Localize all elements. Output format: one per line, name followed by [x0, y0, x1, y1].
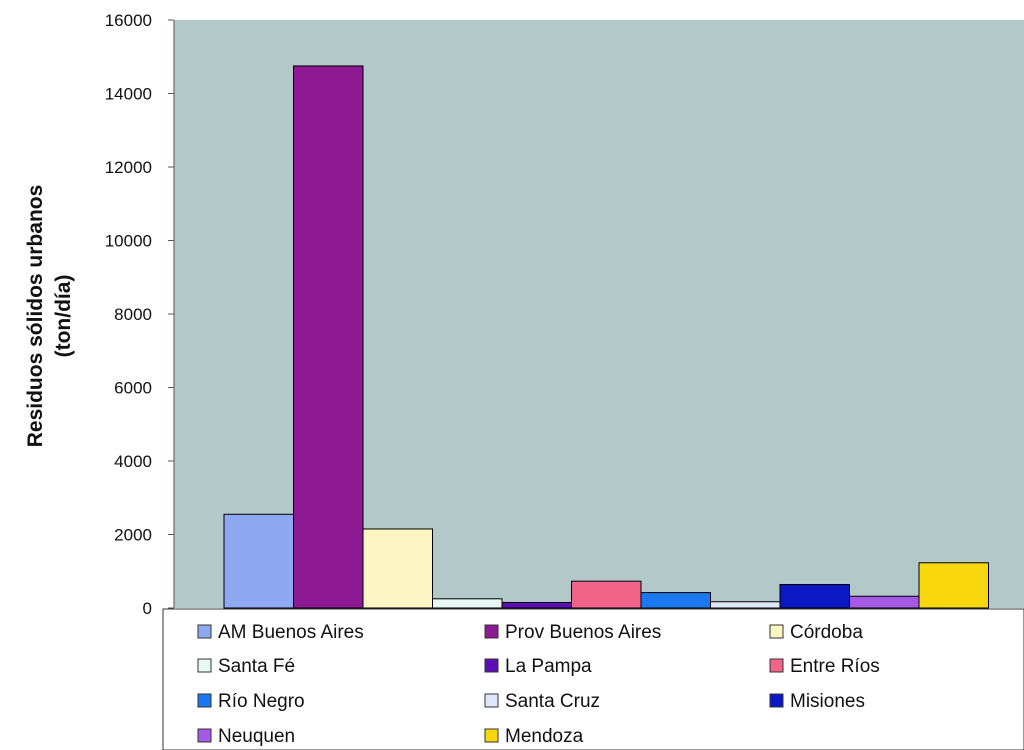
y-tick-label: 6000 — [114, 379, 152, 398]
bar — [223, 513, 294, 609]
y-tick-label: 12000 — [105, 158, 152, 177]
y-axis: 0 2000 4000 6000 8000 10000 12000 14000 16000 — [105, 11, 175, 618]
y-tick-label: 2000 — [114, 526, 152, 545]
legend-swatch — [197, 658, 212, 673]
y-axis-label-line-1: Residuos sólidos urbanos — [24, 185, 47, 448]
legend-label: Río Negro — [218, 691, 305, 712]
legend-label: Misiones — [790, 691, 865, 712]
legend-label: AM Buenos Aires — [218, 622, 364, 643]
y-tick-label: 14000 — [105, 85, 152, 104]
legend-swatch — [484, 693, 499, 708]
y-tick-label: 8000 — [114, 305, 152, 324]
legend-swatch — [769, 693, 784, 708]
y-tick-label: 4000 — [114, 452, 152, 471]
bar — [918, 562, 989, 609]
legend-label: Neuquen — [218, 726, 295, 747]
bar — [640, 592, 711, 609]
legend: AM Buenos Aires Prov Buenos Aires Córdoba S… — [162, 608, 1024, 750]
legend-label: Córdoba — [790, 622, 863, 643]
y-tick-label: 0 — [143, 599, 152, 618]
y-axis-label-line-2: (ton/día) — [52, 275, 75, 358]
legend-label: Prov Buenos Aires — [505, 622, 661, 643]
bar — [293, 65, 364, 609]
y-axis-label: Residuos sólidos urbanos (ton/día) — [24, 185, 75, 448]
legend-label: La Pampa — [505, 656, 592, 677]
bars — [223, 65, 989, 609]
legend-label: Santa Fé — [218, 656, 295, 677]
y-tick-label: 16000 — [105, 11, 152, 30]
legend-swatch — [484, 728, 499, 743]
legend-swatch — [484, 658, 499, 673]
legend-label: Entre Ríos — [790, 656, 880, 677]
legend-swatch — [197, 624, 212, 639]
bar — [849, 595, 920, 609]
legend-swatch — [484, 624, 499, 639]
bar — [501, 601, 572, 609]
legend-swatch — [197, 728, 212, 743]
y-tick-label: 10000 — [105, 232, 152, 251]
legend-swatch — [197, 693, 212, 708]
bar — [779, 583, 850, 609]
legend-label: Santa Cruz — [505, 691, 600, 712]
bar — [710, 601, 781, 609]
legend-swatch — [769, 624, 784, 639]
legend-label: Mendoza — [505, 726, 584, 747]
bar — [362, 528, 433, 609]
bar — [571, 580, 642, 609]
legend-swatch — [769, 658, 784, 673]
legend-box — [162, 608, 1024, 750]
bar — [432, 598, 503, 609]
